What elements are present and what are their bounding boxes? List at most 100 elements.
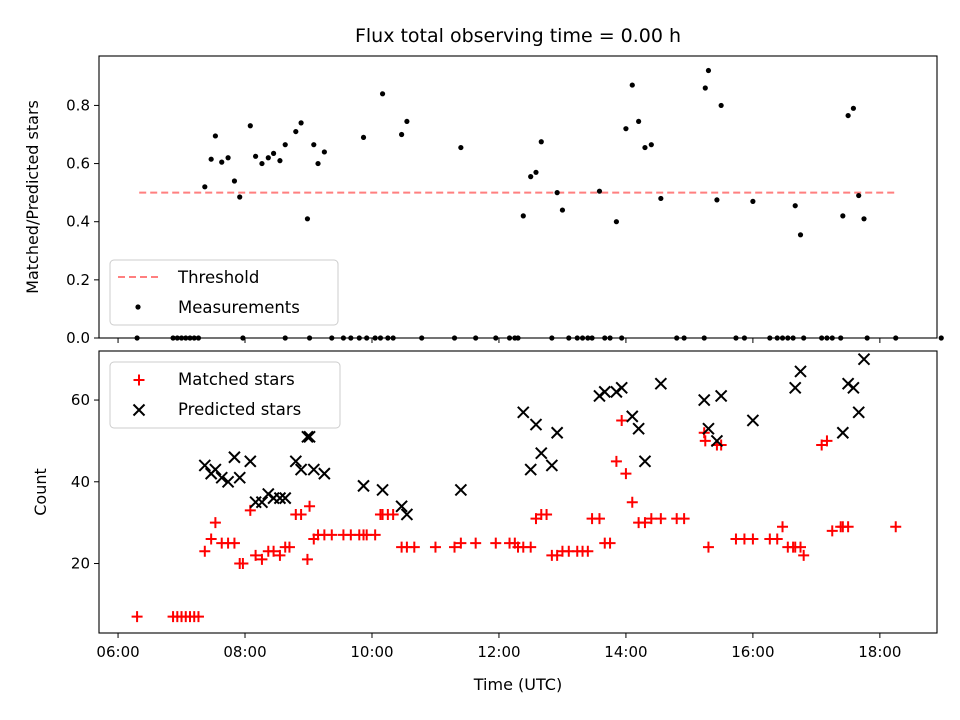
predicted-stars-point [654, 377, 668, 390]
matched-stars-point [455, 537, 467, 549]
matched-stars-point [699, 435, 711, 447]
measurements-point [270, 150, 277, 156]
matched-stars-point [541, 508, 553, 520]
top-y-tick-label: 0.8 [66, 96, 90, 114]
measurements-point [596, 188, 603, 194]
measurements-point [225, 155, 231, 161]
measurements-point [845, 112, 851, 119]
matched-stars-point [283, 541, 295, 553]
measurements-point [265, 155, 271, 161]
measurements-point [404, 118, 410, 125]
bottom-y-tick-label: 60 [71, 391, 90, 409]
top-ticks: 0.0 0.2 0.4 0.6 0.8 [66, 96, 881, 347]
predicted-stars-point [233, 471, 246, 484]
matched-stars-point [777, 521, 789, 533]
measurements-point [202, 184, 208, 190]
matched-stars-point [131, 611, 143, 623]
predicted-stars-point [598, 385, 611, 399]
matched-stars-point [702, 541, 714, 553]
measurements-point [702, 85, 708, 91]
predicted-stars-point [301, 430, 314, 444]
matched-stars-point [387, 508, 399, 520]
measurements-point [520, 213, 526, 219]
predicted-stars-point [529, 418, 543, 431]
bottom-y-axis-title: Count [31, 468, 50, 516]
matched-stars-point [826, 525, 838, 537]
matched-stars-point [256, 553, 268, 565]
measurements-point [298, 120, 304, 126]
predicted-stars-point [710, 434, 724, 448]
measurements-point [277, 158, 283, 164]
matched-stars-point [525, 541, 537, 553]
x-axis-title: Time (UTC) [473, 675, 562, 694]
predicted-stars-point [517, 406, 530, 419]
top-axes: 0.00.20.40.60.8 Matched/Predicted stars … [23, 55, 944, 347]
matched-stars-point [655, 513, 667, 525]
measurements-point [613, 219, 620, 225]
matched-stars-point [408, 541, 420, 553]
measurements-point [231, 178, 238, 184]
matched-stars-point [678, 513, 690, 525]
measurements-point [528, 174, 534, 180]
matched-stars-point [639, 517, 651, 529]
matched-stars-point [645, 513, 657, 525]
measurements-point [718, 102, 724, 109]
matched-stars-point [604, 537, 616, 549]
predicted-stars-point [638, 455, 652, 468]
predicted-stars-point [632, 422, 645, 435]
predicted-stars-point [307, 463, 320, 476]
bottom-ticks: 20 40 60 06:00 08:00 10:00 12:00 14:00 16:00 18:0… [71, 391, 902, 661]
top-y-tick-label: 0.4 [66, 213, 90, 231]
predicted-stars-point [395, 500, 408, 513]
predicted-stars-point [789, 381, 802, 394]
legend-matched-marker [133, 374, 145, 386]
bottom-legend-box [109, 361, 341, 429]
measurements-point [399, 131, 405, 138]
measurements-point [538, 139, 544, 145]
measurements-point [636, 118, 642, 125]
matched-stars-point [798, 549, 810, 561]
predicted-stars-point [698, 393, 711, 407]
predicted-stars-point [289, 455, 303, 468]
legend-predicted-marker [132, 403, 146, 417]
top-frame [98, 55, 938, 339]
top-y-tick-label: 0.0 [66, 329, 90, 347]
matched-stars-point [842, 521, 854, 533]
matched-stars-point [616, 414, 628, 426]
top-y-tick-label: 0.2 [66, 271, 90, 289]
matched-stars-point [470, 537, 482, 549]
top-legend-box [109, 259, 339, 326]
predicted-stars-point [400, 508, 414, 521]
measurements-point [259, 160, 265, 167]
matched-stars-point [301, 553, 313, 565]
measurements-point [648, 142, 654, 148]
measurements-point [658, 195, 664, 202]
predicted-stars-point [545, 459, 559, 472]
predicted-stars-point [702, 422, 715, 435]
predicted-stars-point [454, 483, 468, 497]
measurements-point [321, 149, 327, 155]
matched-stars-point [626, 496, 638, 508]
measurements-point [623, 126, 629, 132]
matched-stars-point [593, 513, 605, 525]
bottom-y-tick-label: 20 [71, 555, 90, 573]
measurements-point [797, 232, 804, 238]
legend-measurements-label: Measurements [178, 298, 300, 317]
matched-stars-point [209, 517, 221, 529]
measurements-point [856, 192, 862, 199]
matched-stars-point [449, 541, 461, 553]
predicted-stars-point [847, 381, 860, 394]
legend-measurements-marker [135, 304, 141, 310]
matched-stars-point [268, 545, 280, 557]
matched-stars-point [250, 549, 262, 561]
predicted-stars-point [209, 463, 222, 476]
matched-stars-point [610, 455, 622, 467]
measurements-point [252, 153, 259, 159]
measurements-point [212, 133, 218, 139]
matched-stars-point [747, 533, 759, 545]
predicted-stars-point [255, 496, 269, 509]
bottom-x-tick-label: 14:00 [604, 643, 647, 661]
matched-stars-point [295, 508, 307, 520]
predicted-stars-point [746, 414, 760, 427]
